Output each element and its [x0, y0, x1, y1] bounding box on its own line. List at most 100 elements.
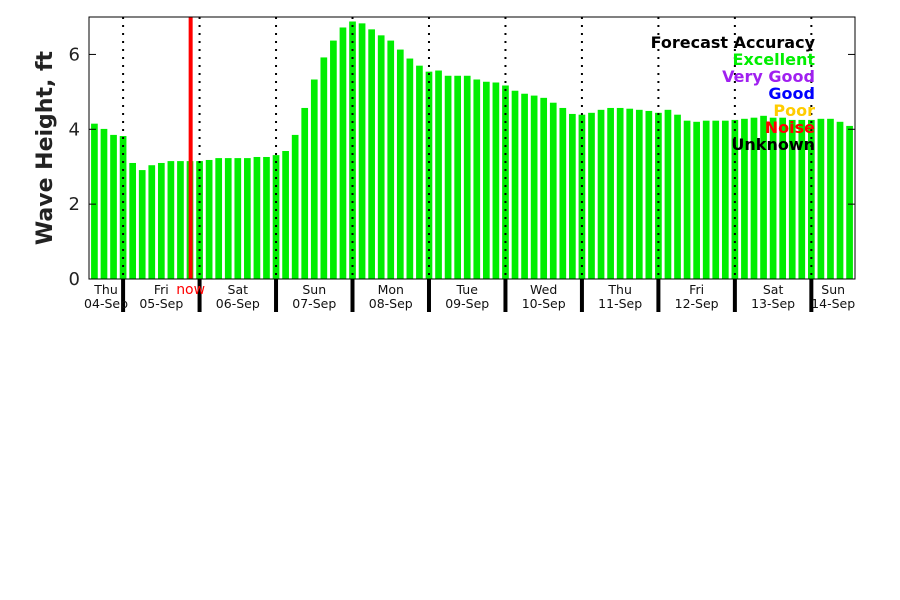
bar — [511, 90, 519, 279]
day-label-name: Sun — [821, 282, 845, 297]
bar — [396, 49, 404, 279]
bar — [674, 114, 681, 279]
bar — [301, 107, 309, 279]
bar — [157, 162, 165, 279]
bar — [473, 79, 481, 280]
bar — [616, 107, 624, 279]
bar — [91, 123, 98, 280]
bar — [607, 107, 614, 279]
now-marker-label: now — [176, 282, 205, 298]
bar — [119, 136, 127, 279]
day-label-date: 06-Sep — [216, 296, 260, 311]
bar — [454, 75, 462, 280]
bar — [234, 158, 242, 279]
bar — [664, 109, 672, 279]
bar — [836, 121, 844, 279]
bar — [569, 113, 576, 279]
bar — [167, 161, 175, 279]
bar — [769, 117, 777, 279]
bar — [597, 109, 605, 279]
day-label-name: Mon — [378, 282, 404, 297]
day-label-date: 05-Sep — [139, 296, 183, 311]
legend-entry: Poor — [773, 101, 815, 120]
bar — [444, 75, 452, 280]
bar — [349, 21, 356, 280]
bar — [760, 115, 767, 279]
day-label-name: Fri — [689, 282, 704, 297]
bar — [377, 35, 385, 280]
bar — [205, 159, 213, 279]
bar — [693, 121, 700, 279]
bar — [712, 120, 720, 279]
legend-entry: Very Good — [722, 67, 815, 86]
axes: Thu04-SepFri05-SepSat06-SepSun07-SepMon0… — [69, 16, 856, 312]
bar — [435, 70, 442, 279]
day-label-date: 13-Sep — [751, 296, 795, 311]
bar — [330, 40, 337, 279]
bar — [253, 156, 261, 279]
bar — [358, 23, 366, 280]
day-label-date: 08-Sep — [369, 296, 413, 311]
bar — [129, 162, 136, 279]
bar — [482, 81, 490, 279]
bar — [244, 158, 251, 279]
bar — [721, 120, 729, 279]
bar — [540, 97, 548, 280]
day-gridlines — [122, 17, 813, 279]
bar — [549, 102, 557, 279]
day-label-name: Thu — [607, 282, 631, 297]
day-label-date: 07-Sep — [292, 296, 336, 311]
day-label-name: Thu — [93, 282, 117, 297]
day-label-date: 12-Sep — [675, 296, 719, 311]
y-axis-label: Wave Height, ft — [33, 50, 58, 245]
bar — [320, 57, 328, 280]
legend-entry: Excellent — [733, 50, 816, 69]
bar — [215, 158, 223, 279]
y-tick-label: 6 — [69, 44, 80, 65]
bar — [425, 71, 433, 279]
bar — [559, 107, 567, 279]
legend-entry: Unknown — [731, 135, 815, 154]
bar — [148, 165, 156, 279]
bar — [387, 40, 395, 279]
day-label-date: 04-Sep — [84, 296, 128, 311]
bar — [530, 95, 538, 279]
bar — [788, 119, 796, 279]
bar — [282, 150, 289, 279]
bar — [817, 118, 825, 279]
legend-entry: Good — [768, 84, 815, 103]
bar — [655, 112, 662, 280]
bar — [702, 120, 710, 279]
y-tick-label: 0 — [69, 269, 80, 290]
bar — [731, 119, 739, 279]
bar — [578, 114, 586, 279]
bar — [502, 85, 509, 279]
day-label-date: 09-Sep — [445, 296, 489, 311]
day-label-name: Sun — [302, 282, 326, 297]
bar — [291, 134, 299, 279]
bar — [741, 118, 748, 279]
bar — [406, 58, 414, 279]
bar — [110, 134, 117, 279]
bar — [263, 156, 270, 279]
bar — [138, 170, 146, 279]
day-label-name: Sat — [228, 282, 249, 297]
bar — [310, 79, 318, 280]
bar — [492, 82, 500, 279]
bar — [645, 110, 653, 280]
bar — [827, 118, 834, 279]
day-label-name: Wed — [530, 282, 557, 297]
day-label-date: 10-Sep — [522, 296, 566, 311]
bar — [750, 117, 758, 279]
bar — [177, 161, 184, 279]
bar — [521, 93, 528, 279]
legend-title: Forecast Accuracy — [651, 33, 816, 52]
bar — [368, 29, 375, 280]
bar — [416, 65, 423, 280]
day-label-name: Sat — [763, 282, 784, 297]
bar — [588, 112, 595, 280]
bar — [683, 120, 691, 279]
bar — [224, 158, 232, 279]
y-tick-label: 4 — [69, 119, 80, 140]
